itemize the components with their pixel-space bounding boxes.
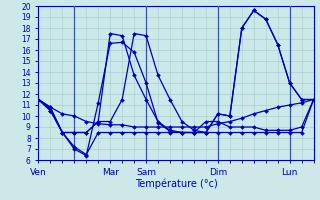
X-axis label: Température (°c): Température (°c) [135,178,217,189]
